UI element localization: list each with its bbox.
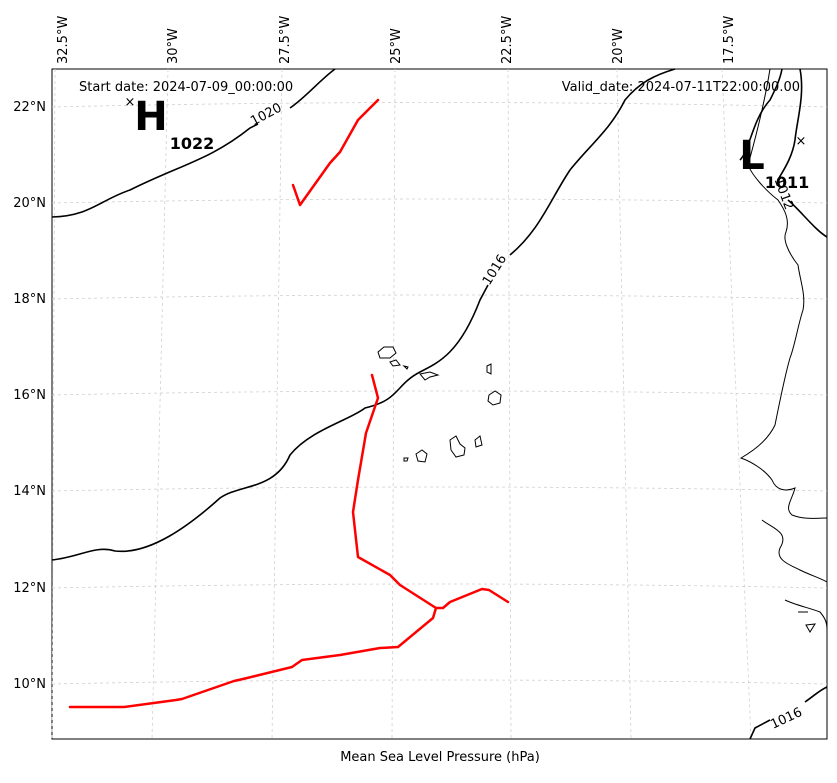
lon-tick-label: 27.5°W <box>278 16 293 64</box>
lon-tick-label: 25°W <box>389 28 404 64</box>
lat-tick-label: 22°N <box>13 100 46 115</box>
storm-track <box>68 98 510 709</box>
cape-verde-islands <box>377 346 502 463</box>
map-variable-label: Mean Sea Level Pressure (hPa) <box>340 750 540 765</box>
lat-tick-label: 12°N <box>13 581 46 596</box>
track-segment-main <box>351 373 510 610</box>
lat-tick-label: 16°N <box>13 388 46 403</box>
graticule <box>51 68 828 740</box>
high-letter: H <box>134 94 167 140</box>
lat-tick-label: 18°N <box>13 292 46 307</box>
isobar-1020 <box>51 68 336 218</box>
high-pressure-center: × H 1022 <box>125 94 215 153</box>
lon-tick-label: 17.5°W <box>722 16 737 64</box>
track-segment-south <box>68 606 438 709</box>
lon-tick-label: 32.5°W <box>56 16 71 64</box>
lon-tick-label: 30°W <box>166 28 181 64</box>
valid-date-label: Valid_date: 2024-07-11T22:00:00.00 <box>562 80 800 95</box>
lat-tick-labels: 22°N 20°N 18°N 16°N 14°N 12°N 10°N <box>13 100 46 692</box>
african-coastline <box>739 68 828 633</box>
low-pressure-center: × L 1011 <box>739 133 809 192</box>
track-segment-north <box>291 98 380 207</box>
low-letter: L <box>739 133 765 179</box>
high-center-marker: × <box>125 95 136 110</box>
lat-tick-label: 14°N <box>13 484 46 499</box>
lon-tick-label: 22.5°W <box>500 16 515 64</box>
isobar-1016-north <box>51 68 676 561</box>
isobar-1016-south <box>749 686 828 740</box>
low-value: 1011 <box>765 173 810 192</box>
map-frame <box>51 68 828 740</box>
low-center-marker: × <box>796 134 807 149</box>
high-value: 1022 <box>170 134 215 153</box>
lat-tick-label: 10°N <box>13 677 46 692</box>
start-date-label: Start date: 2024-07-09_00:00:00 <box>79 80 293 95</box>
isobars <box>51 68 828 740</box>
lon-tick-label: 20°W <box>611 28 626 64</box>
lat-tick-label: 20°N <box>13 196 46 211</box>
isobar-1012 <box>739 68 828 238</box>
lon-tick-labels: 32.5°W 30°W 27.5°W 25°W 22.5°W 20°W 17.5… <box>56 16 737 64</box>
